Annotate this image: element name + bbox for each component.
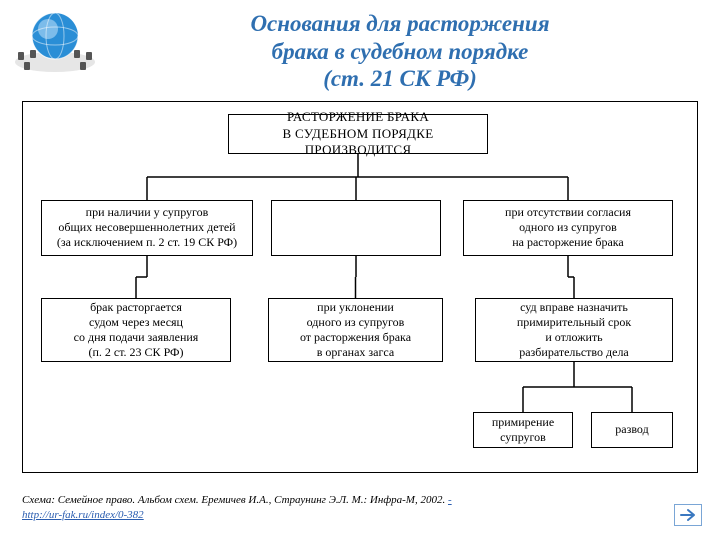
node-c2: суд вправе назначитьпримирительный сроки…: [475, 298, 673, 362]
citation-text: Схема: Семейное право. Альбом схем. Ерем…: [22, 494, 448, 506]
node-b: [271, 200, 441, 256]
title-line-3: (ст. 21 СК РФ): [100, 65, 700, 93]
diagram-container: РАСТОРЖЕНИЕ БРАКАВ СУДЕБНОМ ПОРЯДКЕ ПРОИ…: [22, 101, 698, 473]
title-line-1: Основания для расторжения: [100, 10, 700, 38]
citation-url[interactable]: http://ur-fak.ru/index/0-382: [22, 509, 144, 521]
node-a: при наличии у супруговобщих несовершенно…: [41, 200, 253, 256]
citation-dash: -: [448, 494, 452, 506]
title-line-2: брака в судебном порядке: [100, 38, 700, 66]
flowchart: РАСТОРЖЕНИЕ БРАКАВ СУДЕБНОМ ПОРЯДКЕ ПРОИ…: [23, 102, 697, 472]
logo: [10, 6, 100, 76]
citation: Схема: Семейное право. Альбом схем. Ерем…: [22, 493, 582, 522]
node-d1: примирениесупругов: [473, 412, 573, 448]
page-title: Основания для расторжения брака в судебн…: [100, 6, 700, 93]
node-c: при отсутствии согласияодного из супруго…: [463, 200, 673, 256]
node-b2: при уклоненииодного из супруговот растор…: [268, 298, 443, 362]
node-d2: развод: [591, 412, 673, 448]
next-button[interactable]: [674, 504, 702, 526]
node-root: РАСТОРЖЕНИЕ БРАКАВ СУДЕБНОМ ПОРЯДКЕ ПРОИ…: [228, 114, 488, 154]
node-a2: брак расторгаетсясудом через месяцсо дня…: [41, 298, 231, 362]
